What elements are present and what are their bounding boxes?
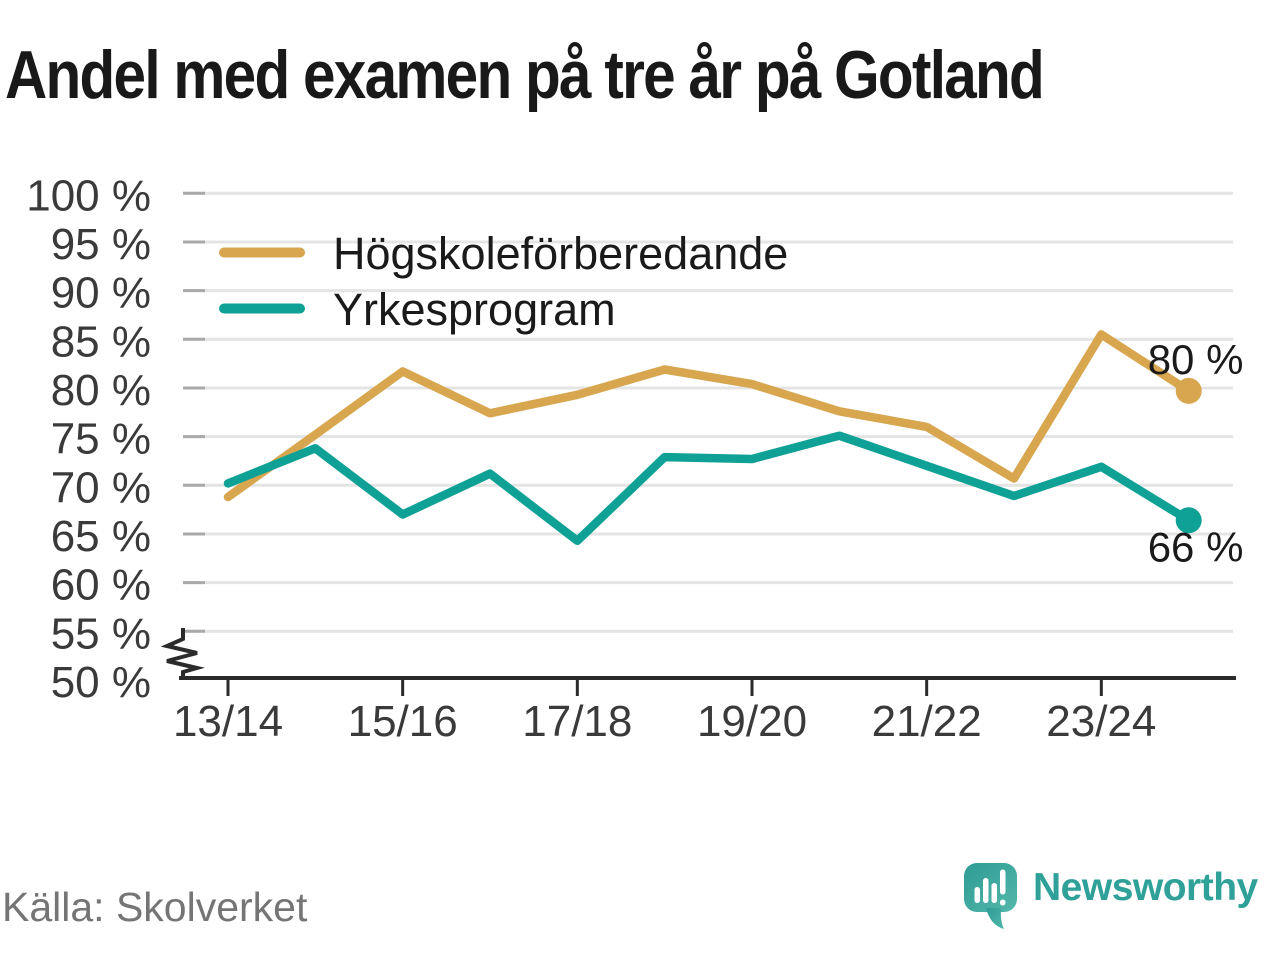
- x-tick-label: 19/20: [697, 697, 807, 746]
- series-end-dot-0: [1175, 377, 1202, 404]
- series-end-label-0: 80 %: [1148, 336, 1244, 383]
- y-tick-label: 65 %: [51, 512, 151, 561]
- legend-swatch-1: [219, 303, 305, 314]
- y-tick-label: 80 %: [51, 366, 151, 415]
- y-tick-label: 85 %: [51, 317, 151, 366]
- x-tick-label: 15/16: [348, 697, 458, 746]
- legend-swatch-0: [219, 247, 305, 258]
- chart-title: Andel med examen på tre år på Gotland: [5, 37, 1045, 113]
- y-tick-label: 95 %: [51, 220, 151, 269]
- brand-wordmark: Newsworthy: [1033, 866, 1258, 909]
- series-end-label-1: 66 %: [1148, 523, 1244, 570]
- y-tick-label: 70 %: [51, 463, 151, 512]
- y-tick-label: 100 %: [26, 171, 151, 220]
- speech-bubble: [964, 863, 1017, 929]
- legend-label-1: Yrkesprogram: [333, 284, 616, 335]
- exclamation-stem: [1000, 869, 1006, 895]
- legend-label-0: Högskoleförberedande: [333, 228, 788, 279]
- y-tick-label: 50 %: [51, 658, 151, 707]
- y-tick-label: 55 %: [51, 609, 151, 658]
- x-tick-label: 23/24: [1046, 697, 1156, 746]
- series-end-dot-1: [1175, 507, 1202, 534]
- series-line-1: [223, 431, 1193, 546]
- x-tick-label: 21/22: [872, 697, 982, 746]
- newsworthy-logo-icon: [964, 863, 1017, 929]
- bar-chart-glyph: [974, 869, 1006, 906]
- exclamation-dot: [1000, 899, 1006, 906]
- x-tick-label: 13/14: [173, 697, 283, 746]
- series-line-0: [223, 330, 1193, 502]
- y-tick-label: 60 %: [51, 561, 151, 610]
- axis-break-icon: [160, 628, 205, 678]
- x-tick-label: 17/18: [522, 697, 632, 746]
- y-tick-label: 90 %: [51, 269, 151, 318]
- y-tick-label: 75 %: [51, 415, 151, 464]
- source-note: Källa: Skolverket: [2, 884, 308, 930]
